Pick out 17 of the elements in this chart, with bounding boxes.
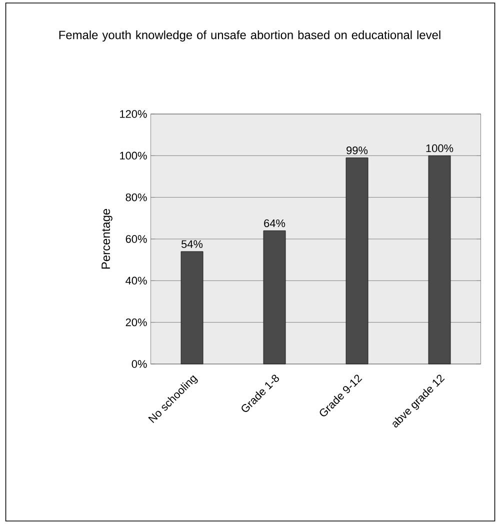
- bar: [263, 230, 286, 364]
- y-tick-label: 0%: [132, 360, 147, 368]
- bar: [180, 251, 204, 364]
- y-tick-label: 20%: [126, 318, 147, 326]
- y-tick-label: 40%: [126, 276, 147, 285]
- y-tick-label: 120%: [120, 110, 147, 118]
- data-label: 99%: [346, 146, 368, 154]
- y-tick-label: 100%: [120, 152, 147, 160]
- chart-title: Female youth knowledge of unsafe abortion based on educational level: [59, 30, 440, 42]
- y-axis-title: Percentage: [102, 208, 112, 269]
- y-tick-label: 60%: [126, 235, 147, 243]
- bar: [428, 155, 451, 364]
- data-label: 64%: [264, 219, 286, 228]
- bar: [346, 158, 368, 364]
- data-label: 54%: [182, 240, 203, 248]
- data-label: 100%: [426, 144, 454, 152]
- y-tick-label: 80%: [126, 193, 147, 202]
